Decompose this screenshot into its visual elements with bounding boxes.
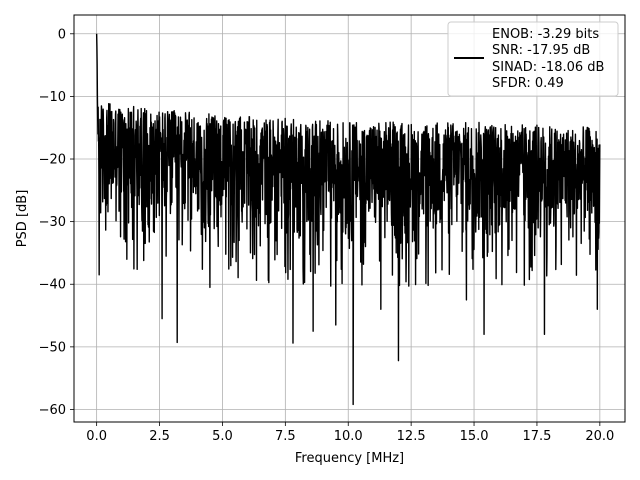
x-tick-label: 5.0 [212,429,233,444]
x-tick-label: 2.5 [149,429,170,444]
legend-entry-sfdr: SFDR: 0.49 [492,76,564,91]
legend-entry-enob: ENOB: -3.29 bits [492,27,599,42]
y-axis-label: PSD [dB] [15,190,30,248]
y-tick-label: −60 [39,403,66,418]
x-tick-label: 10.0 [334,429,363,444]
legend-box [447,21,619,97]
x-tick-label: 12.5 [397,429,426,444]
y-tick-label: 0 [58,27,66,42]
y-tick-label: −30 [39,215,66,230]
x-tick-label: 0.0 [86,429,107,444]
y-tick-label: −40 [39,278,66,293]
y-tick-label: −50 [39,340,66,355]
axes-frame [73,14,626,423]
legend-entry-snr: SNR: -17.95 dB [492,43,590,58]
x-tick-label: 20.0 [585,429,614,444]
y-axis: 0 −10 −20 −30 −40 −50 −60 [39,27,74,418]
x-tick-label: 17.5 [522,429,551,444]
x-axis: 0.0 2.5 5.0 7.5 10.0 12.5 15.0 17.5 20.0 [86,422,614,444]
legend-entry-sinad: SINAD: -18.06 dB [492,60,604,75]
legend: ENOB: -3.29 bits SNR: -17.95 dB SINAD: -… [447,21,619,97]
y-tick-label: −20 [39,153,66,168]
y-tick-label: −10 [39,90,66,105]
plot-area [95,33,601,406]
x-tick-label: 7.5 [275,429,296,444]
psd-series-line [95,33,601,406]
x-tick-label: 15.0 [460,429,489,444]
x-axis-label: Frequency [MHz] [295,451,404,466]
